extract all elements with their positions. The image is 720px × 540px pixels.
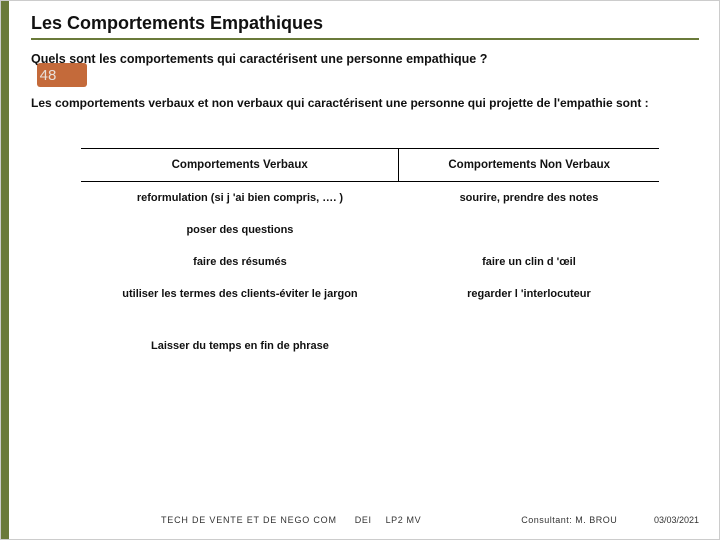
slide-footer: TECH DE VENTE ET DE NEGO COM DEI LP2 MV … [31,515,699,525]
title-area: Les Comportements Empathiques [1,1,719,46]
cell-nonverbal: sourire, prendre des notes [399,182,659,215]
page-number-badge: 48 [29,63,77,89]
col-header-verbal: Comportements Verbaux [81,149,399,182]
cell-verbal: Laisser du temps en fin de phrase [81,330,399,362]
table-header-row: Comportements Verbaux Comportements Non … [81,149,659,182]
table-row: utiliser les termes des clients-éviter l… [81,278,659,310]
footer-course: TECH DE VENTE ET DE NEGO COM [161,515,337,525]
page-number: 48 [29,63,67,87]
table-row: reformulation (si j 'ai bien compris, ….… [81,182,659,215]
footer-consultant: Consultant: M. BROU [521,515,617,525]
cell-verbal [81,310,399,330]
cell-nonverbal [399,310,659,330]
accent-leftbar [1,1,9,539]
footer-date: 03/03/2021 [654,515,699,525]
cell-verbal: poser des questions [81,214,399,246]
cell-verbal: reformulation (si j 'ai bien compris, ….… [81,182,399,215]
behavior-table-wrap: Comportements Verbaux Comportements Non … [81,148,659,362]
table-row [81,310,659,330]
cell-nonverbal [399,214,659,246]
question-text: Quels sont les comportements qui caracté… [1,46,719,66]
footer-lp: LP2 MV [386,515,422,525]
cell-nonverbal: regarder l 'interlocuteur [399,278,659,310]
cell-nonverbal: faire un clin d 'œil [399,246,659,278]
cell-nonverbal [399,330,659,362]
page-title: Les Comportements Empathiques [31,13,699,34]
slide: Les Comportements Empathiques Quels sont… [0,0,720,540]
col-header-nonverbal: Comportements Non Verbaux [399,149,659,182]
cell-verbal: faire des résumés [81,246,399,278]
cell-verbal: utiliser les termes des clients-éviter l… [81,278,399,310]
table-row: Laisser du temps en fin de phrase [81,330,659,362]
behavior-table: Comportements Verbaux Comportements Non … [81,148,659,362]
intro-text: Les comportements verbaux et non verbaux… [1,66,719,110]
table-row: poser des questions [81,214,659,246]
table-row: faire des résumésfaire un clin d 'œil [81,246,659,278]
footer-dei: DEI [355,515,372,525]
title-underline [31,38,699,40]
